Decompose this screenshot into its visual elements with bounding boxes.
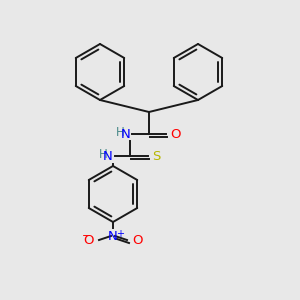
Text: O: O xyxy=(83,233,94,247)
Text: −: − xyxy=(82,231,92,241)
Text: +: + xyxy=(116,229,124,239)
Text: S: S xyxy=(152,149,160,163)
Text: N: N xyxy=(103,149,113,163)
Text: H: H xyxy=(116,127,125,140)
Text: O: O xyxy=(170,128,181,140)
Text: H: H xyxy=(99,148,108,161)
Text: N: N xyxy=(108,230,118,243)
Text: N: N xyxy=(120,128,130,140)
Text: O: O xyxy=(132,233,142,247)
